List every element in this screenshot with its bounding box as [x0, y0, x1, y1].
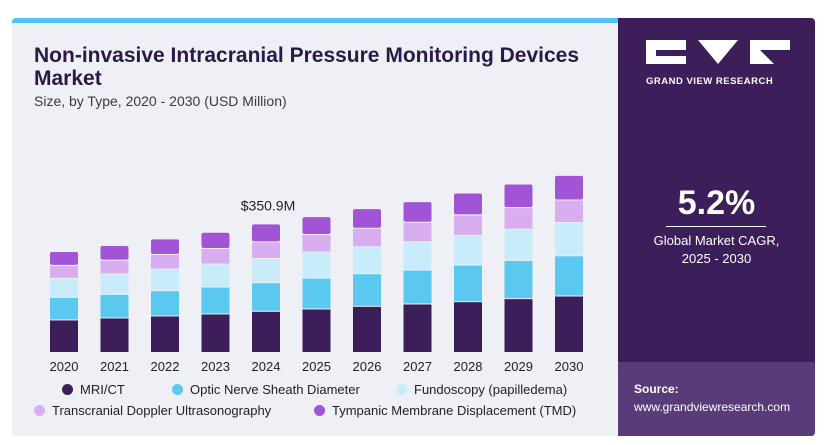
grand-view-research-logo — [646, 40, 790, 64]
chart-title: Non-invasive Intracranial Pressure Monit… — [34, 44, 580, 90]
bar-segment-optic-nerve-sheath-diameter-2028 — [454, 265, 482, 302]
bar-segment-transcranial-doppler-ultrasonography-2030 — [555, 200, 583, 223]
legend-swatch — [62, 384, 73, 395]
bar-segment-fundoscopy-papilledema-2023 — [201, 264, 230, 287]
x-tick-label: 2028 — [454, 359, 483, 374]
legend-label: MRI/CT — [80, 382, 125, 397]
bar-segment-mri-ct-2024 — [252, 311, 280, 352]
bar-segment-optic-nerve-sheath-diameter-2024 — [252, 283, 280, 311]
bar-segment-optic-nerve-sheath-diameter-2021 — [100, 294, 129, 318]
bar-segment-fundoscopy-papilledema-2029 — [504, 229, 533, 260]
legend-swatch — [314, 405, 325, 416]
bar-segment-optic-nerve-sheath-diameter-2030 — [555, 256, 583, 296]
bar-segment-transcranial-doppler-ultrasonography-2026 — [353, 228, 381, 247]
bar-segment-tympanic-membrane-displacement-tmd-2022 — [151, 239, 179, 254]
bar-segment-optic-nerve-sheath-diameter-2022 — [151, 291, 179, 316]
bar-segment-optic-nerve-sheath-diameter-2027 — [403, 270, 432, 304]
cagr-description: Global Market CAGR, 2025 - 2030 — [618, 232, 815, 268]
bar-segment-fundoscopy-papilledema-2020 — [50, 278, 78, 297]
bar-segment-fundoscopy-papilledema-2030 — [555, 223, 583, 256]
legend-item-transcranial-doppler: Transcranial Doppler Ultrasonography — [34, 403, 271, 418]
bar-segment-tympanic-membrane-displacement-tmd-2020 — [50, 251, 78, 265]
legend-label: Optic Nerve Sheath Diameter — [190, 382, 360, 397]
bar-segment-tympanic-membrane-displacement-tmd-2023 — [201, 232, 230, 248]
x-tick-label: 2027 — [403, 359, 432, 374]
accent-bar — [12, 18, 618, 23]
bar-segment-fundoscopy-papilledema-2024 — [252, 258, 280, 283]
bar-segment-optic-nerve-sheath-diameter-2020 — [50, 297, 78, 320]
bar-segment-transcranial-doppler-ultrasonography-2025 — [302, 235, 331, 252]
cagr-label: Global Market CAGR, — [653, 233, 780, 248]
bar-segment-fundoscopy-papilledema-2027 — [403, 242, 432, 270]
data-label-annotation: $350.9M — [241, 197, 295, 213]
legend-label: Fundoscopy (papilledema) — [414, 382, 568, 397]
bar-segment-mri-ct-2027 — [403, 304, 432, 352]
bar-segment-fundoscopy-papilledema-2026 — [353, 247, 381, 274]
x-tick-label: 2025 — [302, 359, 331, 374]
legend-swatch — [34, 405, 45, 416]
legend-item-optic-nerve: Optic Nerve Sheath Diameter — [172, 382, 360, 397]
chart-card: Non-invasive Intracranial Pressure Monit… — [12, 18, 815, 436]
bar-segment-optic-nerve-sheath-diameter-2023 — [201, 287, 230, 314]
bar-segment-mri-ct-2026 — [353, 306, 381, 352]
bar-segment-tympanic-membrane-displacement-tmd-2027 — [403, 202, 432, 222]
bar-segment-tympanic-membrane-displacement-tmd-2029 — [504, 184, 533, 208]
x-tick-label: 2029 — [504, 359, 533, 374]
legend-swatch — [172, 384, 183, 395]
sidebar-panel: GRAND VIEW RESEARCH 5.2% Global Market C… — [618, 18, 815, 436]
legend-item-tmd: Tympanic Membrane Displacement (TMD) — [314, 403, 576, 418]
chart-subtitle: Size, by Type, 2020 - 2030 (USD Million) — [34, 93, 287, 109]
bar-segment-fundoscopy-papilledema-2021 — [100, 274, 129, 294]
bar-segment-mri-ct-2022 — [151, 316, 179, 352]
bar-segment-mri-ct-2029 — [504, 299, 533, 352]
bar-segment-mri-ct-2025 — [302, 309, 331, 352]
bar-segment-transcranial-doppler-ultrasonography-2027 — [403, 222, 432, 242]
bar-segment-tympanic-membrane-displacement-tmd-2025 — [302, 217, 331, 235]
bar-segment-tympanic-membrane-displacement-tmd-2028 — [454, 193, 482, 215]
legend-label: Transcranial Doppler Ultrasonography — [52, 403, 272, 418]
bar-segment-tympanic-membrane-displacement-tmd-2030 — [555, 175, 583, 200]
divider — [666, 226, 766, 227]
legend-item-fundoscopy: Fundoscopy (papilledema) — [396, 382, 567, 397]
bar-segment-transcranial-doppler-ultrasonography-2022 — [151, 254, 179, 269]
cagr-period: 2025 - 2030 — [681, 251, 752, 266]
bar-segment-optic-nerve-sheath-diameter-2025 — [302, 278, 331, 309]
brand-name: GRAND VIEW RESEARCH — [646, 76, 774, 87]
bar-segment-fundoscopy-papilledema-2022 — [151, 269, 179, 291]
bar-segment-transcranial-doppler-ultrasonography-2028 — [454, 215, 482, 236]
bar-segment-optic-nerve-sheath-diameter-2029 — [504, 260, 533, 299]
bar-segment-mri-ct-2028 — [454, 302, 482, 352]
bar-segment-fundoscopy-papilledema-2028 — [454, 236, 482, 265]
bar-segment-transcranial-doppler-ultrasonography-2023 — [201, 248, 230, 264]
bar-segment-optic-nerve-sheath-diameter-2026 — [353, 274, 381, 306]
source-label: Source: — [634, 382, 679, 396]
x-tick-label: 2030 — [555, 359, 584, 374]
bar-segment-mri-ct-2030 — [555, 296, 583, 352]
x-tick-label: 2023 — [201, 359, 230, 374]
legend-label: Tympanic Membrane Displacement (TMD) — [332, 403, 577, 418]
x-tick-label: 2022 — [151, 359, 180, 374]
bar-segment-fundoscopy-papilledema-2025 — [302, 252, 331, 278]
legend-swatch — [396, 384, 407, 395]
legend-item-mri-ct: MRI/CT — [62, 382, 125, 397]
bar-segment-tympanic-membrane-displacement-tmd-2024 — [252, 224, 280, 242]
x-tick-label: 2020 — [50, 359, 79, 374]
bar-segment-mri-ct-2021 — [100, 318, 129, 352]
source-panel: Source: www.grandviewresearch.com — [618, 362, 815, 436]
bar-segment-transcranial-doppler-ultrasonography-2029 — [504, 208, 533, 229]
bar-segment-tympanic-membrane-displacement-tmd-2021 — [100, 245, 129, 260]
bar-segment-transcranial-doppler-ultrasonography-2020 — [50, 265, 78, 278]
stacked-bar-chart: 2020 2021 2022 2023 2024 $350.9M 2025 2026 2027 2… — [50, 175, 584, 374]
bar-segment-mri-ct-2020 — [50, 320, 78, 352]
bar-segment-mri-ct-2023 — [201, 314, 230, 352]
x-tick-label: 2026 — [353, 359, 382, 374]
x-tick-label: 2024 — [252, 359, 281, 374]
bar-segment-transcranial-doppler-ultrasonography-2024 — [252, 242, 280, 258]
source-link[interactable]: www.grandviewresearch.com — [634, 400, 791, 414]
bar-segment-transcranial-doppler-ultrasonography-2021 — [100, 260, 129, 274]
bar-segment-tympanic-membrane-displacement-tmd-2026 — [353, 209, 381, 228]
cagr-value: 5.2% — [677, 184, 756, 222]
x-tick-label: 2021 — [100, 359, 129, 374]
